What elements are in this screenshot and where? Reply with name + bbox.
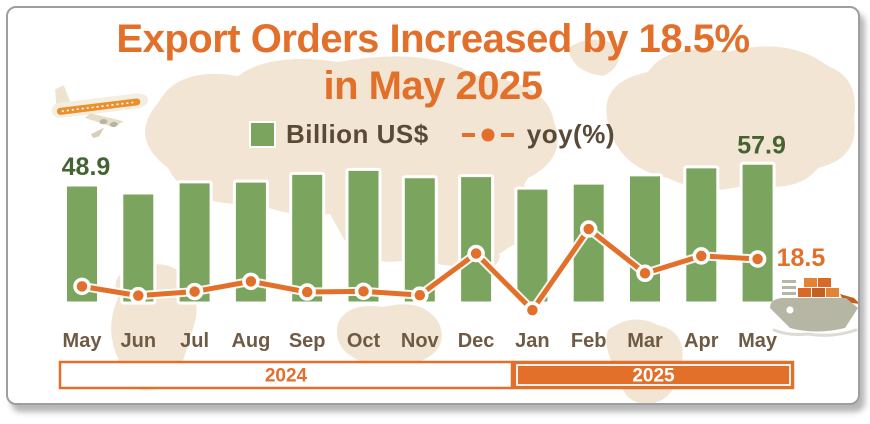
- axis-month-aug-2024: Aug: [231, 330, 270, 352]
- yoy-point-aug-2024: [242, 272, 260, 291]
- legend-line-label: yoy(%): [526, 119, 615, 149]
- axis-month-sep-2024: Sep: [289, 330, 326, 352]
- axis-month-jul-2024: Jul: [180, 330, 209, 352]
- axis-month-jun-2024: Jun: [121, 330, 157, 352]
- yoy-point-dec-2024: [467, 244, 485, 263]
- yoy-point-jun-2024: [129, 286, 148, 305]
- line-series-marker-icon: [461, 128, 514, 141]
- bar-jun-2024: [120, 191, 157, 305]
- year-band-2024: [58, 360, 514, 390]
- bar-series-swatch-icon: [251, 123, 274, 146]
- bar-aug-2024: [232, 179, 269, 305]
- bar-dec-2024: [458, 174, 495, 305]
- bar-value-label-may: 48.9: [62, 153, 111, 181]
- axis-month-apr-2025: Apr: [684, 330, 719, 352]
- yoy-point-feb-2025: [579, 220, 598, 238]
- axis-month-oct-2024: Oct: [347, 330, 381, 352]
- map-landmass-1: [606, 46, 855, 190]
- map-landmass-5: [336, 304, 442, 366]
- bar-may-2024: [64, 183, 100, 305]
- container-ship-icon: [770, 278, 858, 337]
- yoy-point-may-2025: [748, 250, 767, 268]
- yoy-point-mar-2025: [636, 264, 654, 283]
- bar-value-label-may: 57.9: [737, 131, 786, 159]
- cargo-airplane-icon: [51, 85, 149, 139]
- bar-apr-2025: [683, 165, 720, 305]
- axis-month-may-2024: May: [63, 330, 103, 352]
- yoy-value-label: 18.5: [777, 244, 826, 272]
- axis-month-may-2025: May: [738, 330, 778, 352]
- bar-sep-2024: [289, 171, 326, 305]
- yoy-point-may-2024: [73, 277, 91, 296]
- yoy-point-sep-2024: [298, 283, 316, 301]
- year-band-label-2025: 2025: [632, 366, 675, 387]
- chart-title: Export Orders Increased by 18.5% in May …: [8, 16, 858, 110]
- year-band-inner-border: [516, 364, 791, 386]
- map-landmass-2: [568, 39, 620, 76]
- legend: Billion US$ yoy(%): [8, 119, 858, 150]
- yoy-point-oct-2024: [354, 282, 373, 301]
- bar-oct-2024: [345, 167, 382, 305]
- yoy-point-jan-2025: [523, 301, 542, 319]
- bar-jul-2024: [176, 180, 213, 305]
- yoy-point-apr-2025: [692, 247, 711, 265]
- axis-month-mar-2025: Mar: [627, 330, 663, 352]
- bar-may-2025: [739, 161, 776, 305]
- yoy-point-nov-2024: [411, 286, 429, 304]
- year-band-label-2024: 2024: [265, 366, 308, 387]
- axis-month-jan-2025: Jan: [515, 330, 549, 352]
- axis-month-dec-2024: Dec: [458, 330, 495, 352]
- combo-chart: 48.9 57.9 May Jun Jul Aug Sep Oct Nov Dec Jan Feb Ma…: [58, 131, 826, 390]
- year-band-2025: [512, 360, 795, 390]
- chart-title-line2: in May 2025: [323, 64, 543, 108]
- bar-mar-2025: [627, 173, 663, 305]
- chart-title-line1: Export Orders Increased by 18.5%: [116, 17, 750, 61]
- infographic-card: Export Orders Increased by 18.5% in May …: [6, 6, 860, 405]
- axis-month-nov-2024: Nov: [401, 330, 440, 352]
- axis-month-feb-2025: Feb: [571, 330, 607, 352]
- legend-bar-label: Billion US$: [286, 119, 429, 149]
- yoy-point-jul-2024: [185, 282, 204, 301]
